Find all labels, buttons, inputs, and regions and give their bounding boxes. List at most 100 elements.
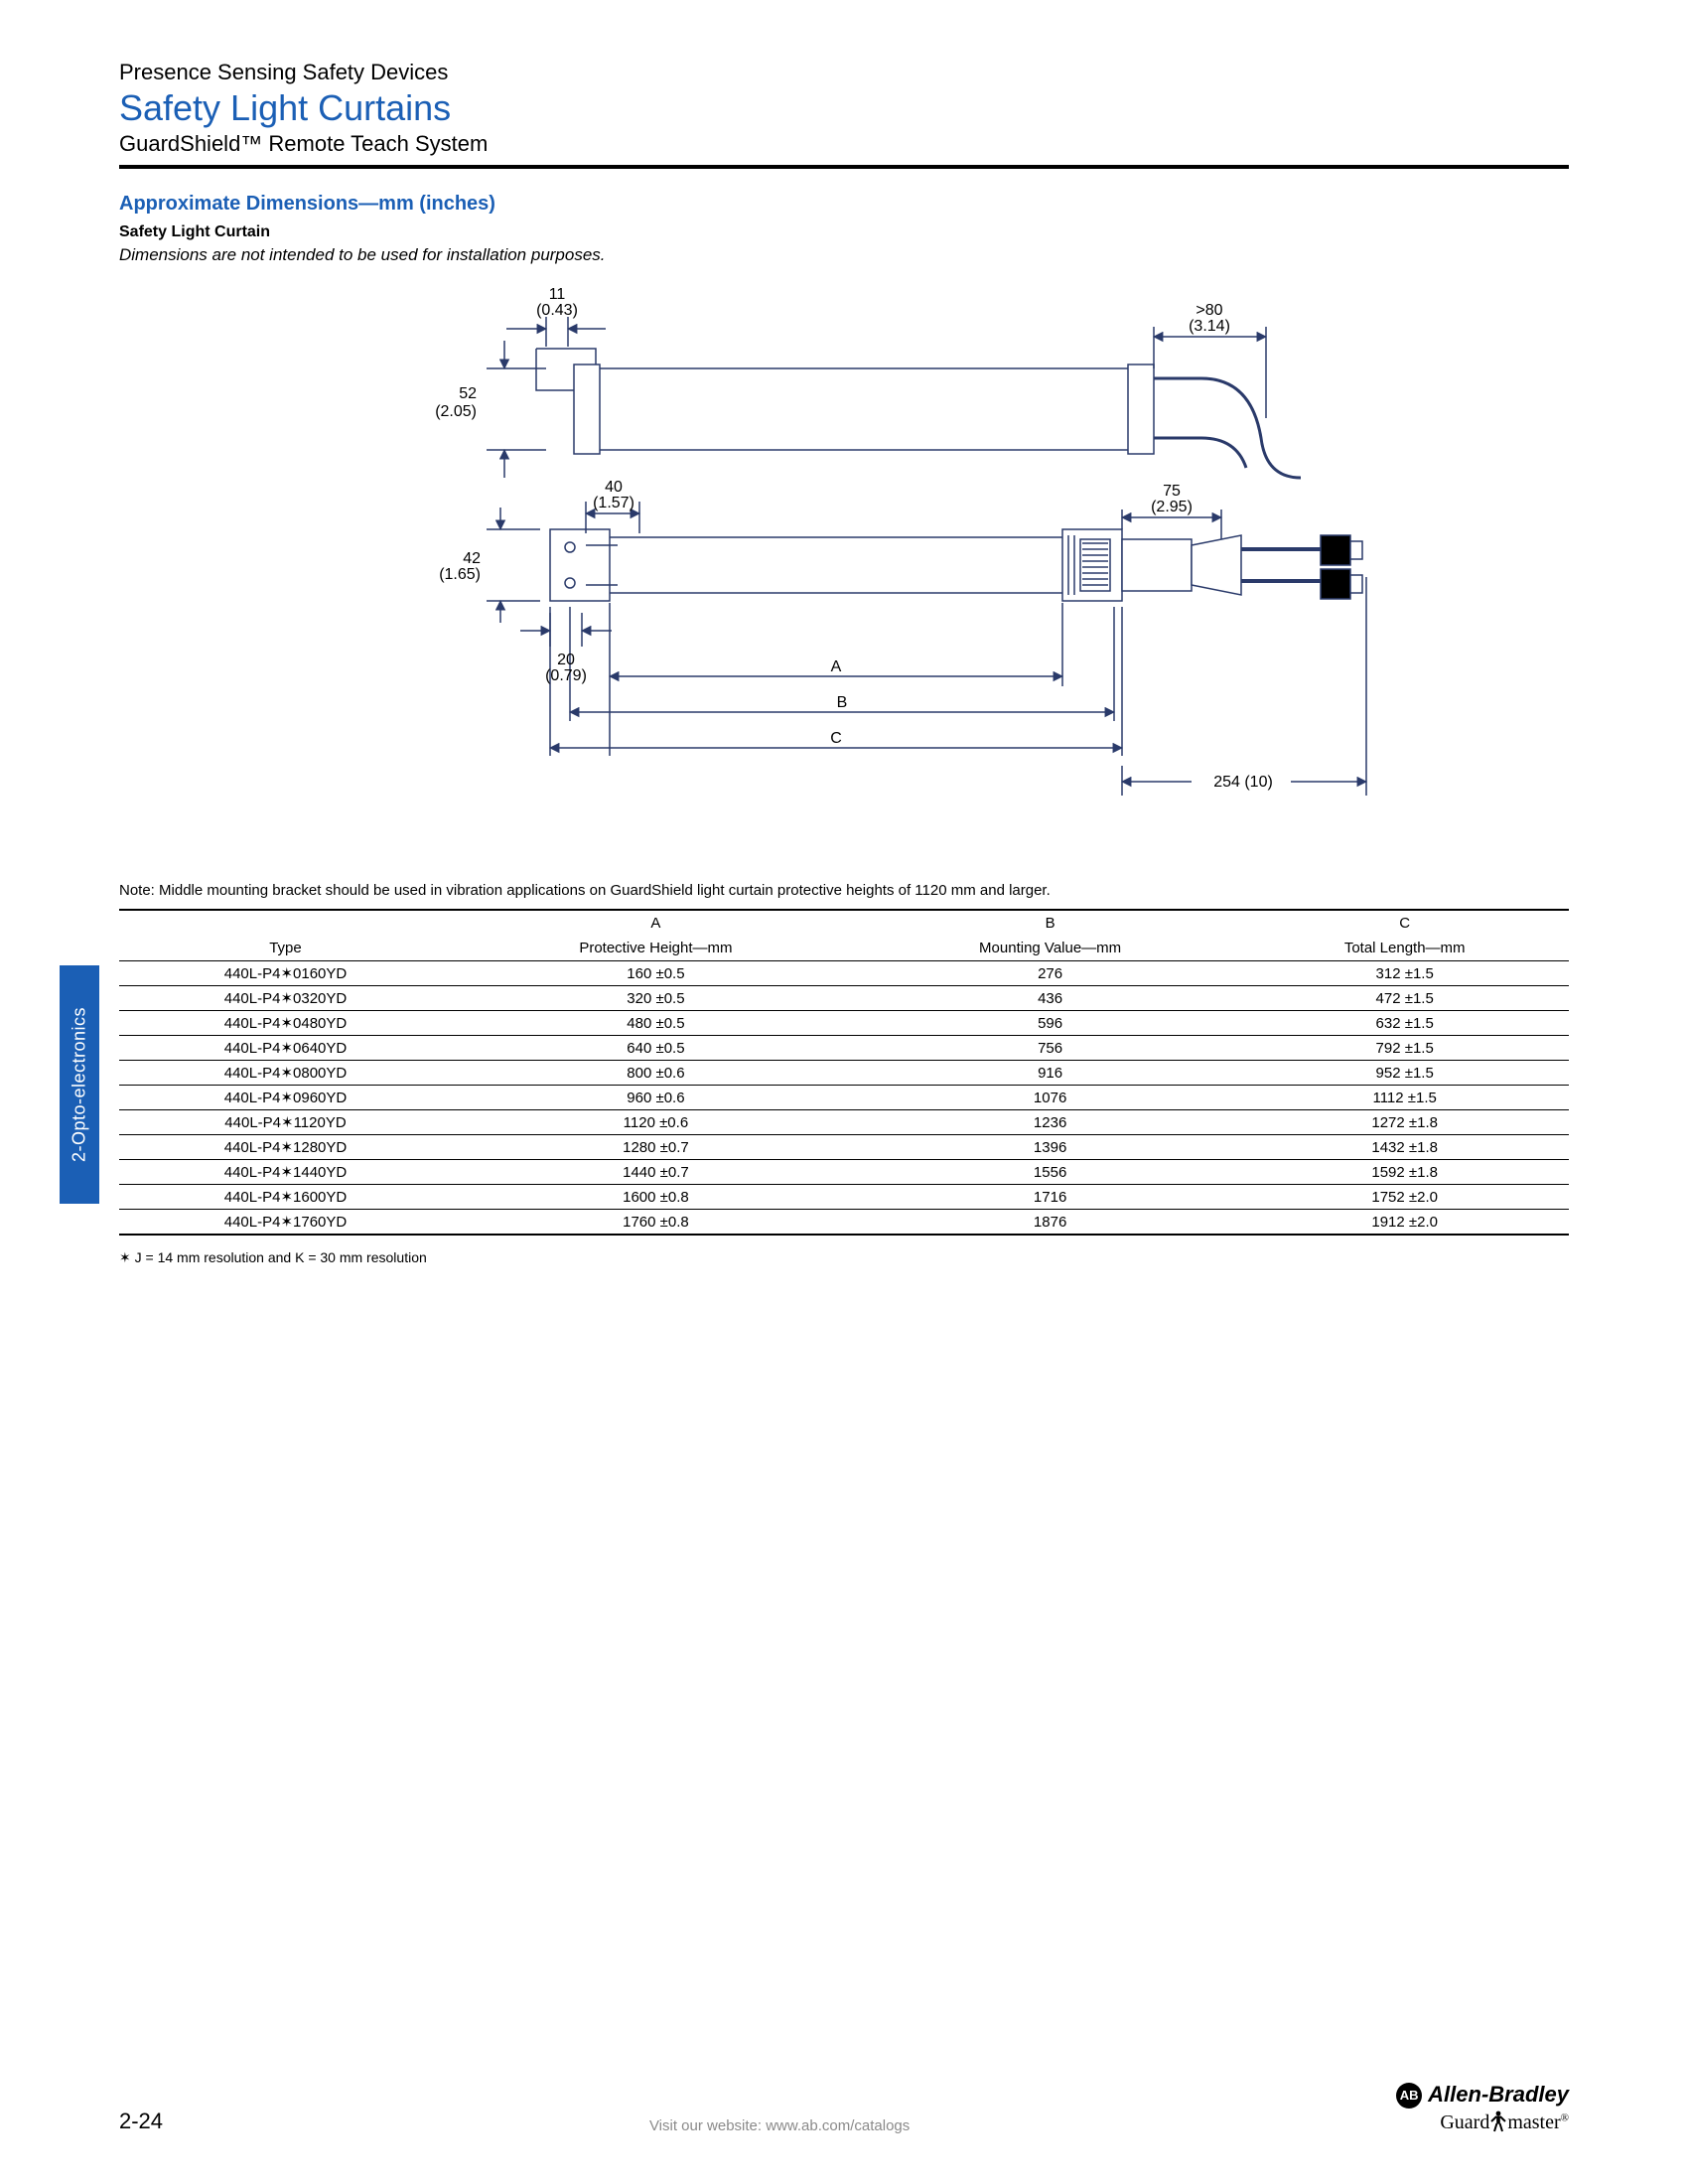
table-cell: 1600 ±0.8 xyxy=(452,1185,860,1210)
table-cell: 756 xyxy=(860,1036,1240,1061)
section-title: Approximate Dimensions—mm (inches) xyxy=(119,193,1569,216)
footer-website: Visit our website: www.ab.com/catalogs xyxy=(649,2117,910,2134)
brand-guard: Guard xyxy=(1440,2111,1489,2133)
table-cell: 440L-P4✶0480YD xyxy=(119,1011,452,1036)
table-cell: 1760 ±0.8 xyxy=(452,1210,860,1236)
th-total: Total Length—mm xyxy=(1240,936,1569,961)
table-row: 440L-P4✶1120YD1120 ±0.612361272 ±1.8 xyxy=(119,1110,1569,1135)
table-row: 440L-P4✶0320YD320 ±0.5436472 ±1.5 xyxy=(119,986,1569,1011)
table-row: 440L-P4✶0640YD640 ±0.5756792 ±1.5 xyxy=(119,1036,1569,1061)
table-cell: 440L-P4✶0960YD xyxy=(119,1086,452,1110)
table-cell: 916 xyxy=(860,1061,1240,1086)
table-cell: 1280 ±0.7 xyxy=(452,1135,860,1160)
dim-80-in: (3.14) xyxy=(1189,318,1230,335)
table-cell: 480 ±0.5 xyxy=(452,1011,860,1036)
th-B: B xyxy=(860,910,1240,936)
table-cell: 640 ±0.5 xyxy=(452,1036,860,1061)
header-subtitle: GuardShield™ Remote Teach System xyxy=(119,131,1569,157)
table-row: 440L-P4✶0480YD480 ±0.5596632 ±1.5 xyxy=(119,1011,1569,1036)
th-mounting: Mounting Value—mm xyxy=(860,936,1240,961)
dimension-diagram: 11 (0.43) 52 (2.05) >80 (3.14) 40 (1.57)… xyxy=(119,279,1569,860)
table-cell: 1912 ±2.0 xyxy=(1240,1210,1569,1236)
table-cell: 1716 xyxy=(860,1185,1240,1210)
table-cell: 440L-P4✶1440YD xyxy=(119,1160,452,1185)
brand-allen-bradley: Allen-Bradley xyxy=(1428,2082,1569,2107)
table-cell: 440L-P4✶1600YD xyxy=(119,1185,452,1210)
table-cell: 960 ±0.6 xyxy=(452,1086,860,1110)
registered-icon: ® xyxy=(1561,2111,1569,2123)
dimensions-table: A B C Type Protective Height—mm Mounting… xyxy=(119,909,1569,1236)
table-cell: 440L-P4✶0800YD xyxy=(119,1061,452,1086)
table-cell: 1752 ±2.0 xyxy=(1240,1185,1569,1210)
table-cell: 440L-P4✶1120YD xyxy=(119,1110,452,1135)
dim-40-in: (1.57) xyxy=(593,495,634,511)
table-cell: 1440 ±0.7 xyxy=(452,1160,860,1185)
dim-42-in: (1.65) xyxy=(439,566,481,583)
ab-badge-icon: AB xyxy=(1396,2083,1422,2109)
table-cell: 472 ±1.5 xyxy=(1240,986,1569,1011)
table-row: 440L-P4✶1440YD1440 ±0.715561592 ±1.8 xyxy=(119,1160,1569,1185)
table-cell: 632 ±1.5 xyxy=(1240,1011,1569,1036)
th-protective: Protective Height—mm xyxy=(452,936,860,961)
table-cell: 1076 xyxy=(860,1086,1240,1110)
diagram-svg: 11 (0.43) 52 (2.05) >80 (3.14) 40 (1.57)… xyxy=(288,279,1400,855)
table-cell: 440L-P4✶0160YD xyxy=(119,961,452,986)
th-type: Type xyxy=(119,936,452,961)
header-supertitle: Presence Sensing Safety Devices xyxy=(119,60,1569,85)
dim-B: B xyxy=(837,694,848,711)
dim-75-in: (2.95) xyxy=(1151,499,1193,515)
dimensions-note: Dimensions are not intended to be used f… xyxy=(119,245,1569,265)
table-cell: 440L-P4✶1280YD xyxy=(119,1135,452,1160)
dim-C: C xyxy=(830,730,842,747)
table-row: 440L-P4✶1600YD1600 ±0.817161752 ±2.0 xyxy=(119,1185,1569,1210)
dim-20-in: (0.79) xyxy=(545,667,587,684)
table-prenote: Note: Middle mounting bracket should be … xyxy=(119,882,1569,899)
table-cell: 1120 ±0.6 xyxy=(452,1110,860,1135)
guardmaster-figure-icon xyxy=(1489,2111,1507,2132)
dim-75: 75 xyxy=(1163,483,1181,500)
table-row: 440L-P4✶0160YD160 ±0.5276312 ±1.5 xyxy=(119,961,1569,986)
table-cell: 160 ±0.5 xyxy=(452,961,860,986)
table-row: 440L-P4✶1760YD1760 ±0.818761912 ±2.0 xyxy=(119,1210,1569,1236)
table-cell: 1112 ±1.5 xyxy=(1240,1086,1569,1110)
page-footer: 2-24 Visit our website: www.ab.com/catal… xyxy=(119,2082,1569,2134)
table-cell: 1592 ±1.8 xyxy=(1240,1160,1569,1185)
table-cell: 276 xyxy=(860,961,1240,986)
dim-11: 11 xyxy=(549,286,566,303)
dim-254: 254 (10) xyxy=(1213,774,1273,791)
table-cell: 952 ±1.5 xyxy=(1240,1061,1569,1086)
dim-40: 40 xyxy=(605,479,623,496)
table-cell: 792 ±1.5 xyxy=(1240,1036,1569,1061)
th-A: A xyxy=(452,910,860,936)
table-cell: 1432 ±1.8 xyxy=(1240,1135,1569,1160)
table-cell: 1236 xyxy=(860,1110,1240,1135)
table-cell: 320 ±0.5 xyxy=(452,986,860,1011)
table-cell: 596 xyxy=(860,1011,1240,1036)
table-cell: 436 xyxy=(860,986,1240,1011)
table-row: 440L-P4✶0800YD800 ±0.6916952 ±1.5 xyxy=(119,1061,1569,1086)
dim-80: >80 xyxy=(1196,302,1222,319)
dim-20: 20 xyxy=(557,652,575,668)
table-cell: 440L-P4✶1760YD xyxy=(119,1210,452,1236)
table-cell: 440L-P4✶0640YD xyxy=(119,1036,452,1061)
table-cell: 800 ±0.6 xyxy=(452,1061,860,1086)
dim-42: 42 xyxy=(463,550,481,567)
th-C: C xyxy=(1240,910,1569,936)
dim-52-in: (2.05) xyxy=(435,403,477,420)
page-header: Presence Sensing Safety Devices Safety L… xyxy=(119,60,1569,169)
brand-master: master xyxy=(1507,2111,1560,2133)
footer-brands: ABAllen-Bradley Guard master® xyxy=(1396,2082,1569,2134)
table-row: 440L-P4✶0960YD960 ±0.610761112 ±1.5 xyxy=(119,1086,1569,1110)
table-cell: 1556 xyxy=(860,1160,1240,1185)
th-blank xyxy=(119,910,452,936)
table-cell: 440L-P4✶0320YD xyxy=(119,986,452,1011)
table-cell: 1876 xyxy=(860,1210,1240,1236)
table-footnote: ✶ J = 14 mm resolution and K = 30 mm res… xyxy=(119,1249,1569,1266)
page-number: 2-24 xyxy=(119,2109,163,2134)
dim-11-in: (0.43) xyxy=(536,302,578,319)
subsection-title: Safety Light Curtain xyxy=(119,223,1569,241)
table-cell: 1396 xyxy=(860,1135,1240,1160)
dim-A: A xyxy=(831,658,842,675)
table-cell: 312 ±1.5 xyxy=(1240,961,1569,986)
dim-52: 52 xyxy=(459,385,477,402)
